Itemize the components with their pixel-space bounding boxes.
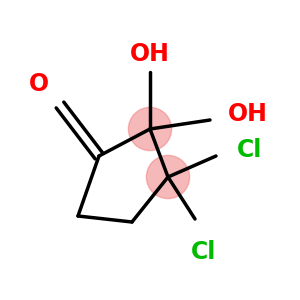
Text: OH: OH [130,42,170,66]
Circle shape [128,107,172,151]
Text: O: O [29,72,49,96]
Circle shape [146,155,190,199]
Text: Cl: Cl [191,240,217,264]
Text: Cl: Cl [237,138,262,162]
Text: OH: OH [228,102,268,126]
